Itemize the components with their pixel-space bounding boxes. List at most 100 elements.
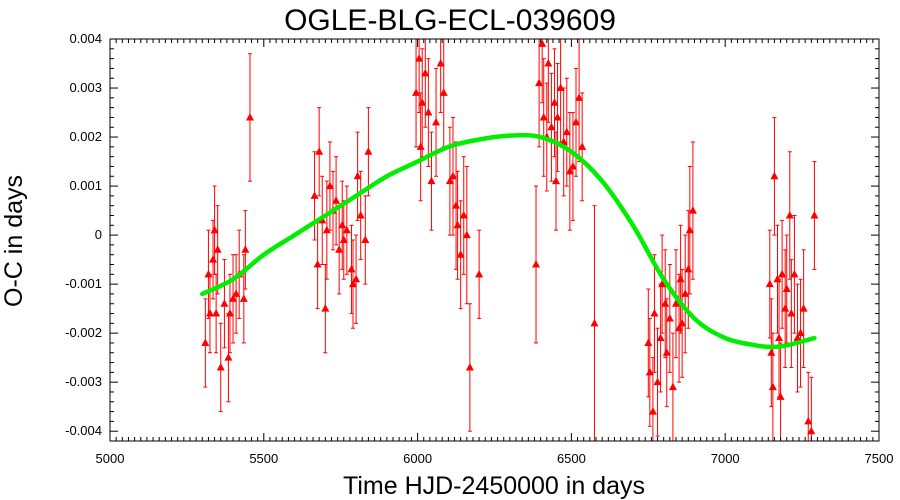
triangle-marker: [538, 39, 547, 47]
triangle-marker: [418, 98, 427, 106]
triangle-marker: [556, 83, 565, 92]
data-point: [322, 180, 331, 280]
triangle-marker: [216, 362, 225, 371]
triangle-marker: [349, 279, 358, 288]
triangle-marker: [767, 348, 776, 356]
data-point: [799, 249, 808, 368]
data-point: [770, 116, 779, 236]
triangle-marker: [775, 333, 784, 342]
triangle-marker: [572, 117, 581, 126]
data-point: [676, 224, 685, 334]
triangle-marker: [658, 279, 667, 288]
data-point: [475, 229, 484, 319]
data-point: [325, 141, 334, 231]
data-point: [224, 313, 233, 403]
triangle-marker: [356, 210, 365, 219]
data-point: [776, 342, 785, 441]
data-point: [553, 63, 562, 172]
x-tick-label: 6500: [557, 451, 586, 466]
data-point: [332, 156, 341, 246]
data-point: [768, 332, 777, 442]
triangle-marker: [321, 304, 330, 312]
triangle-marker: [361, 235, 370, 243]
triangle-marker: [421, 68, 430, 77]
triangle-marker: [224, 353, 233, 361]
triangle-marker: [445, 176, 454, 185]
data-point: [321, 264, 330, 354]
triangle-marker: [315, 147, 324, 155]
triangle-marker: [535, 78, 544, 87]
data-point: [688, 141, 697, 280]
triangle-marker: [676, 274, 685, 283]
y-tick-label: 0.003: [69, 80, 102, 95]
data-point: [349, 239, 358, 329]
triangle-marker: [239, 294, 248, 302]
chart-title: OGLE-BLG-ECL-039609: [284, 4, 616, 37]
triangle-marker: [212, 309, 221, 317]
triangle-marker: [778, 269, 787, 278]
data-point: [547, 72, 556, 182]
triangle-marker: [332, 196, 341, 204]
triangle-marker: [415, 54, 424, 62]
data-point: [315, 107, 324, 197]
triangle-marker: [448, 171, 457, 180]
triangle-marker: [313, 260, 322, 268]
triangle-marker: [578, 142, 587, 150]
triangle-marker: [210, 225, 219, 234]
triangle-marker: [475, 269, 484, 278]
fit-curve-layer: [200, 132, 817, 350]
triangle-marker: [668, 382, 677, 391]
triangle-marker: [565, 166, 574, 175]
triangle-marker: [688, 206, 697, 214]
data-point: [665, 264, 674, 373]
data-point: [685, 165, 694, 295]
data-point: [310, 151, 319, 241]
triangle-marker: [782, 284, 791, 293]
data-point: [364, 107, 373, 197]
data-point: [427, 131, 436, 231]
x-tick-label: 5000: [96, 451, 125, 466]
data-point: [767, 298, 776, 408]
data-point: [810, 161, 819, 270]
triangle-marker: [671, 299, 680, 307]
data-point: [775, 278, 784, 398]
triangle-marker: [347, 264, 356, 273]
data-point: [793, 283, 802, 393]
data-point: [356, 170, 365, 261]
triangle-marker: [644, 338, 653, 346]
triangle-marker: [650, 309, 659, 317]
y-tick-label: 0.002: [69, 129, 102, 144]
triangle-marker: [648, 407, 657, 415]
triangle-marker: [232, 289, 241, 297]
data-point: [671, 249, 680, 359]
y-tick-label: 0.004: [69, 31, 102, 46]
triangle-marker: [804, 416, 813, 425]
triangle-marker: [220, 299, 229, 307]
data-point: [436, 39, 445, 114]
y-tick-label: -0.003: [65, 374, 102, 389]
triangle-marker: [201, 338, 210, 346]
triangle-marker: [465, 362, 474, 371]
triangle-marker: [436, 59, 445, 67]
data-point: [662, 298, 671, 408]
triangle-marker: [204, 269, 213, 278]
triangle-marker: [225, 309, 234, 317]
triangle-marker: [427, 176, 436, 185]
triangle-marker: [544, 59, 553, 67]
y-axis-title: O-C in days: [0, 175, 28, 307]
data-point: [459, 156, 468, 275]
triangle-marker: [245, 112, 254, 121]
triangle-marker: [209, 255, 218, 263]
plot-frame: [109, 38, 880, 442]
data-point: [216, 322, 225, 413]
data-point: [650, 254, 659, 373]
data-point: [213, 205, 222, 295]
triangle-marker: [353, 171, 362, 180]
data-point: [352, 234, 361, 324]
triangle-marker: [785, 210, 794, 219]
data-point: [201, 298, 210, 388]
triangle-marker: [575, 93, 584, 101]
triangle-marker: [205, 309, 214, 317]
triangle-marker: [796, 328, 805, 337]
data-point: [790, 214, 799, 334]
